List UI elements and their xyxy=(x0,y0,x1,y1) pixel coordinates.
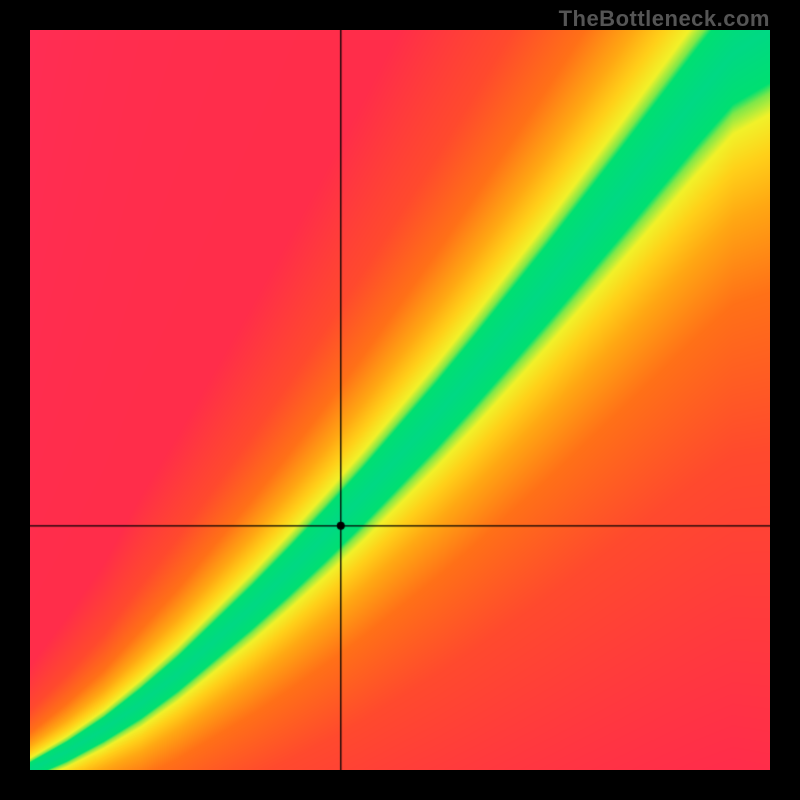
heatmap-plot xyxy=(30,30,770,770)
watermark-text: TheBottleneck.com xyxy=(559,6,770,32)
heatmap-canvas xyxy=(30,30,770,770)
